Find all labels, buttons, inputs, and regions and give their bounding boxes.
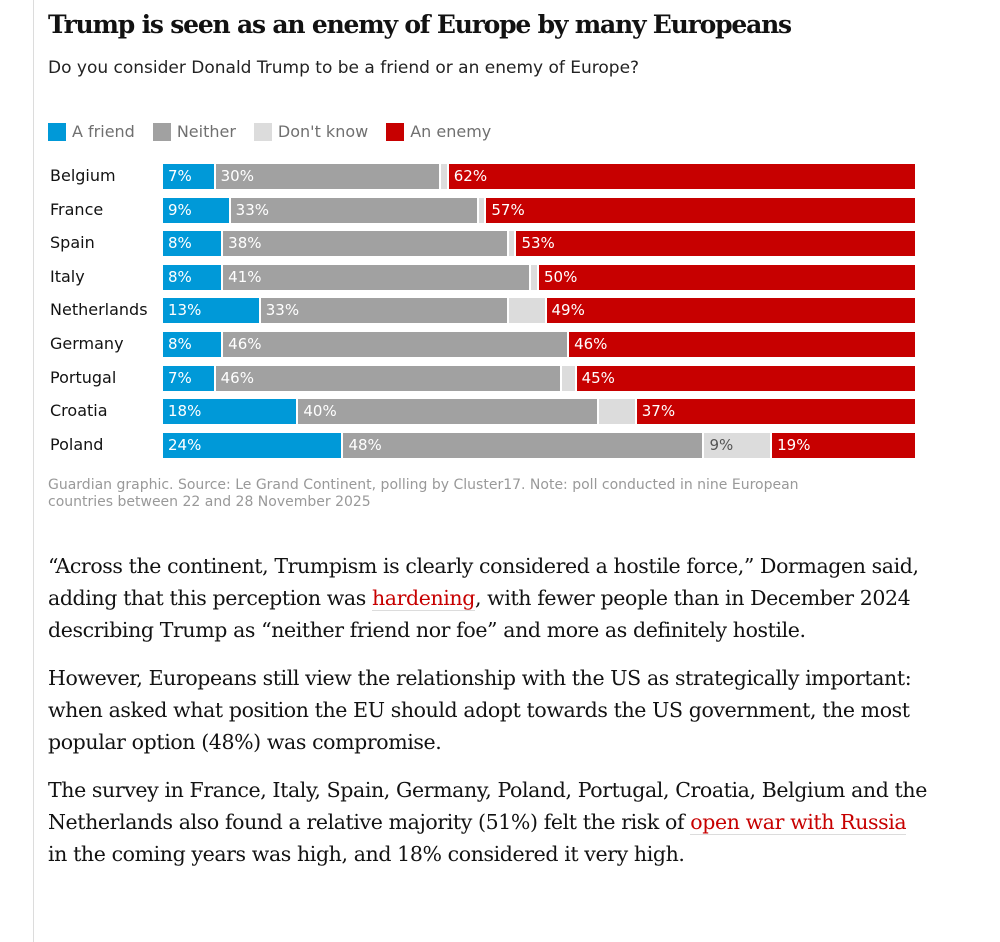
- bar-segment-a-friend: 7%: [163, 365, 214, 391]
- legend-item: An enemy: [386, 122, 491, 141]
- chart-legend: A friend Neither Don't know An enemy: [48, 122, 491, 141]
- paragraph-1: “Across the continent, Trumpism is clear…: [48, 554, 919, 642]
- link-open-war-with-russia[interactable]: open war with Russia: [690, 810, 907, 835]
- legend-item: A friend: [48, 122, 135, 141]
- legend-item: Don't know: [253, 122, 369, 141]
- bar-segment-a-friend: 24%: [163, 432, 342, 458]
- bar-segment-neither: 30%: [215, 164, 440, 189]
- bar-segment-neither: 46%: [223, 332, 568, 357]
- paragraph-3: The survey in France, Italy, Spain, Germ…: [48, 778, 927, 866]
- link-hardening[interactable]: hardening: [371, 586, 475, 611]
- bar-segment-neither: 46%: [215, 365, 560, 391]
- legend-swatch: [386, 122, 405, 141]
- bar-segment-a-friend: 8%: [163, 231, 222, 257]
- bar-segment-an-enemy: 57%: [486, 197, 915, 223]
- bar-segment-an-enemy: 19%: [772, 432, 915, 458]
- left-rule: [33, 0, 34, 942]
- chart-title: Trump is seen as an enemy of Europe by m…: [48, 10, 792, 39]
- bar-segment-don-t-know: [508, 298, 545, 324]
- bar-segment-a-friend: 13%: [163, 298, 259, 324]
- legend-label: Don't know: [277, 122, 369, 141]
- bar-segment-an-enemy: 49%: [546, 298, 915, 324]
- country-label: Spain: [50, 233, 95, 253]
- country-label: France: [50, 199, 104, 219]
- bar-segment-neither: 33%: [260, 298, 507, 324]
- country-label: Netherlands: [50, 300, 148, 320]
- legend-label: An enemy: [410, 122, 492, 141]
- stacked-bar-chart: Belgium 7% 30% 62% France 9% 33% 57% Spain 8% 38% 5…: [0, 0, 1000, 470]
- bar-segment-neither: 38%: [223, 231, 507, 257]
- bar-segment-an-enemy: 62%: [448, 164, 915, 189]
- legend-item: Neither: [152, 122, 236, 141]
- bar-segment-an-enemy: 37%: [636, 399, 915, 425]
- country-label: Italy: [50, 266, 85, 286]
- legend-swatch: [152, 122, 171, 141]
- bar-segment-a-friend: 8%: [163, 332, 222, 357]
- bar-segment-a-friend: 8%: [163, 264, 222, 290]
- bar-segment-neither: 48%: [343, 432, 703, 458]
- bar-segment-neither: 41%: [223, 264, 530, 290]
- country-label: Germany: [50, 334, 124, 353]
- bar-segment-don-t-know: [599, 399, 635, 425]
- article-body: “Across the continent, Trumpism is clear…: [48, 550, 928, 886]
- bar-segment-don-t-know: [508, 231, 515, 257]
- paragraph-2: However, Europeans still view the relati…: [48, 666, 912, 754]
- bar-segment-an-enemy: 50%: [539, 264, 915, 290]
- bar-segment-a-friend: 18%: [163, 399, 297, 425]
- bar-segment-neither: 40%: [298, 399, 598, 425]
- bar-segment-an-enemy: 53%: [516, 231, 915, 257]
- country-label: Croatia: [50, 401, 108, 421]
- legend-label: A friend: [72, 122, 135, 141]
- legend-swatch: [48, 122, 66, 141]
- bar-segment-don-t-know: [478, 197, 485, 223]
- bar-segment-a-friend: 7%: [163, 164, 214, 189]
- bar-segment-an-enemy: 45%: [576, 365, 915, 391]
- legend-swatch: [253, 122, 272, 141]
- bar-segment-don-t-know: [561, 365, 575, 391]
- chart-source: Guardian graphic. Source: Le Grand Conti…: [48, 477, 799, 510]
- country-label: Poland: [50, 434, 104, 454]
- country-label: Belgium: [50, 166, 116, 185]
- country-label: Portugal: [50, 367, 117, 387]
- legend-label: Neither: [176, 122, 236, 141]
- bar-segment-don-t-know: 9%: [704, 432, 771, 458]
- bar-segment-neither: 33%: [230, 197, 477, 223]
- bar-segment-don-t-know: [441, 164, 447, 189]
- bar-segment-an-enemy: 46%: [569, 332, 915, 357]
- chart-subtitle: Do you consider Donald Trump to be a fri…: [48, 58, 640, 78]
- bar-segment-don-t-know: [531, 264, 537, 290]
- bar-segment-a-friend: 9%: [163, 197, 229, 223]
